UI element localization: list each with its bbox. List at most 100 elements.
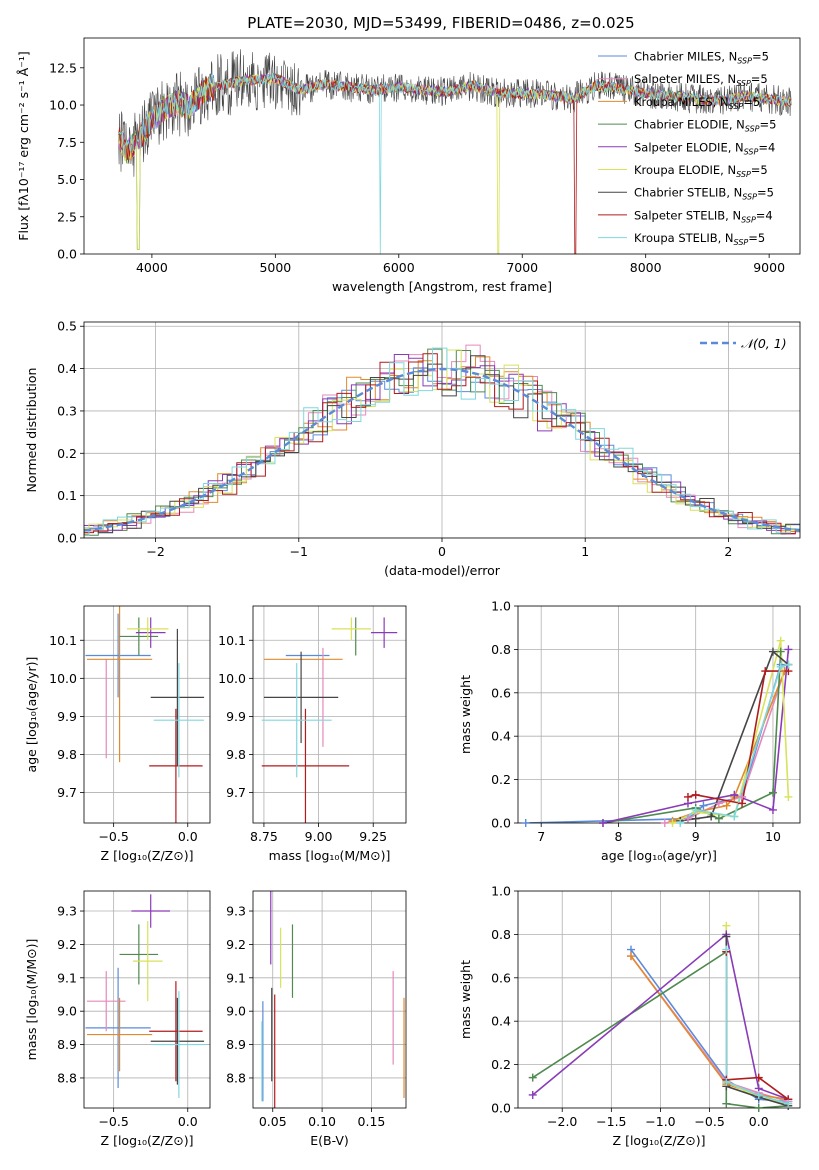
panel-age-vs-mass: 8.75 9.00 9.25 9.7 9.8 9.9 10.0 10.1 mass [log₁₀… (218, 605, 407, 863)
weight-marker (768, 805, 777, 814)
axes-frame-spectrum (83, 37, 801, 255)
weight-marker (754, 1104, 763, 1112)
x-tick-label: 9.25 (359, 829, 387, 844)
axes-frame-weight-vs-age (517, 605, 801, 824)
x-tick-label: 8000 (630, 260, 662, 275)
x-tick-label: 1 (581, 544, 589, 559)
spectrum-legend: Chabrier MILES, NSSP=5 Salpeter MILES, NS… (598, 50, 776, 247)
y-tick-label: 9.7 (57, 785, 77, 800)
legend-entry: 𝒩(0, 1) (741, 336, 787, 351)
x-tick-label: 8 (614, 829, 622, 844)
y-tick-label: 0.4 (491, 1014, 511, 1029)
weight-marker (722, 801, 731, 810)
legend-entry: Salpeter ELODIE, NSSP=4 (634, 140, 775, 156)
x-tick-label: 5000 (259, 260, 291, 275)
y-tick-label: 9.7 (226, 785, 246, 800)
legend-entry: Chabrier ELODIE, NSSP=5 (634, 118, 776, 134)
x-tick-label: 6000 (383, 260, 415, 275)
weight-marker (683, 792, 692, 801)
normal-distribution-curve (84, 367, 800, 532)
y-tick-label: 0.6 (491, 970, 511, 985)
weight-marker (776, 636, 785, 645)
weight-marker (528, 1090, 537, 1099)
y-tick-label: 9.1 (57, 970, 77, 985)
weight-marker (691, 805, 700, 814)
weight-marker (528, 1073, 537, 1082)
weight-marker (784, 1099, 793, 1108)
errorbar-point (132, 921, 163, 1002)
y-tick-label: 9.8 (226, 747, 246, 762)
y-tick-label: 8.8 (226, 1070, 246, 1085)
x-axis-label: Z [log₁₀(Z/Z⊙)] (101, 1133, 194, 1148)
x-tick-label: 0.0 (749, 1114, 769, 1129)
legend-entry: Chabrier MILES, NSSP=5 (634, 50, 769, 66)
errorbar-point (85, 613, 151, 698)
y-tick-label: 9.9 (57, 709, 77, 724)
legend-entry: Kroupa STELIB, NSSP=5 (634, 231, 765, 247)
x-axis-label: E(B-V) (310, 1133, 349, 1148)
weight-marker (768, 788, 777, 797)
weight-marker (707, 812, 716, 821)
y-tick-label: 0.2 (491, 1057, 511, 1072)
x-tick-label: 7 (537, 829, 545, 844)
y-tick-label: 9.0 (226, 1004, 246, 1019)
axes-frame-weight-vs-Z (517, 890, 801, 1109)
x-axis-label: mass [log₁₀(M/M⊙)] (269, 848, 391, 863)
weight-marker (598, 819, 607, 827)
errorbar-point (152, 991, 206, 1098)
weight-marker (730, 812, 739, 821)
y-tick-label: 0.2 (57, 446, 77, 461)
x-tick-label: 9000 (753, 260, 785, 275)
errorbar-point (126, 617, 169, 641)
weight-marker (784, 645, 793, 654)
weight-marker (714, 799, 723, 808)
axes-frame-mass-vs-Z (83, 890, 211, 1109)
errorbar-point (331, 617, 372, 641)
panel-residuals: −2 −1 0 1 2 0.0 0.1 0.2 0.3 0.4 0.5 (data-model)/er… (24, 319, 801, 578)
x-axis-label: age [log₁₀(age/yr)] (601, 848, 717, 863)
errorbar-point (371, 617, 398, 648)
y-tick-label: 9.2 (57, 937, 77, 952)
plot-area-weight-vs-Z (518, 891, 800, 1108)
weight-marker (626, 952, 635, 961)
weight-marker (660, 819, 669, 827)
errorbar-point (86, 997, 153, 1072)
weight-marker (683, 814, 692, 823)
weight-marker (722, 921, 731, 930)
y-tick-label: 9.3 (226, 904, 246, 919)
plot-area-spectrum (118, 49, 792, 254)
y-tick-label: 8.9 (57, 1037, 77, 1052)
panel-mass-vs-Z: −0.5 0.0 8.8 8.9 9.0 9.1 9.2 9.3 Z [log₁₀(Z/Z⊙)]… (24, 890, 211, 1148)
x-tick-label: 4000 (136, 260, 168, 275)
errorbar-point (150, 997, 205, 1085)
x-tick-label: 0.15 (358, 1114, 386, 1129)
weight-marker (784, 792, 793, 801)
errorbar-point (119, 617, 159, 656)
y-tick-label: 9.1 (226, 970, 246, 985)
panel-age-vs-Z: −0.5 0.0 9.7 9.8 9.9 10.0 10.1 Z [log₁₀(Z/Z⊙)] a… (24, 605, 211, 863)
axes-frame-age-vs-mass (252, 605, 407, 824)
y-axis-label: mass weight (458, 960, 473, 1039)
y-axis-label: mass weight (458, 675, 473, 754)
y-tick-label: 0.1 (57, 488, 77, 503)
weight-marker (699, 801, 708, 810)
y-tick-label: 0.6 (491, 685, 511, 700)
x-axis-label: Z [log₁₀(Z/Z⊙)] (613, 1133, 706, 1148)
y-tick-label: 9.8 (57, 747, 77, 762)
y-tick-label: 0.8 (491, 927, 511, 942)
x-tick-label: 8.75 (250, 829, 278, 844)
spectrum-series-8 (118, 73, 792, 254)
weight-marker (521, 819, 530, 827)
y-tick-label: 0.3 (57, 403, 77, 418)
weight-marker (768, 647, 777, 656)
panel-weight-vs-age: 7 8 9 10 0.0 0.2 0.4 0.6 0.8 1.0 age [log₁₀(age/yr… (458, 599, 801, 863)
x-tick-label: −0.5 (98, 829, 128, 844)
figure-title: PLATE=2030, MJD=53499, FIBERID=0486, z=0… (247, 14, 634, 32)
x-tick-label: −2 (146, 544, 164, 559)
plot-area-mass-vs-Z (84, 891, 210, 1108)
axes-frame-mass-vs-EBV (252, 890, 407, 1109)
y-tick-label: 9.2 (226, 937, 246, 952)
weight-series-4 (532, 932, 789, 1101)
x-tick-label: −2.0 (547, 1114, 577, 1129)
